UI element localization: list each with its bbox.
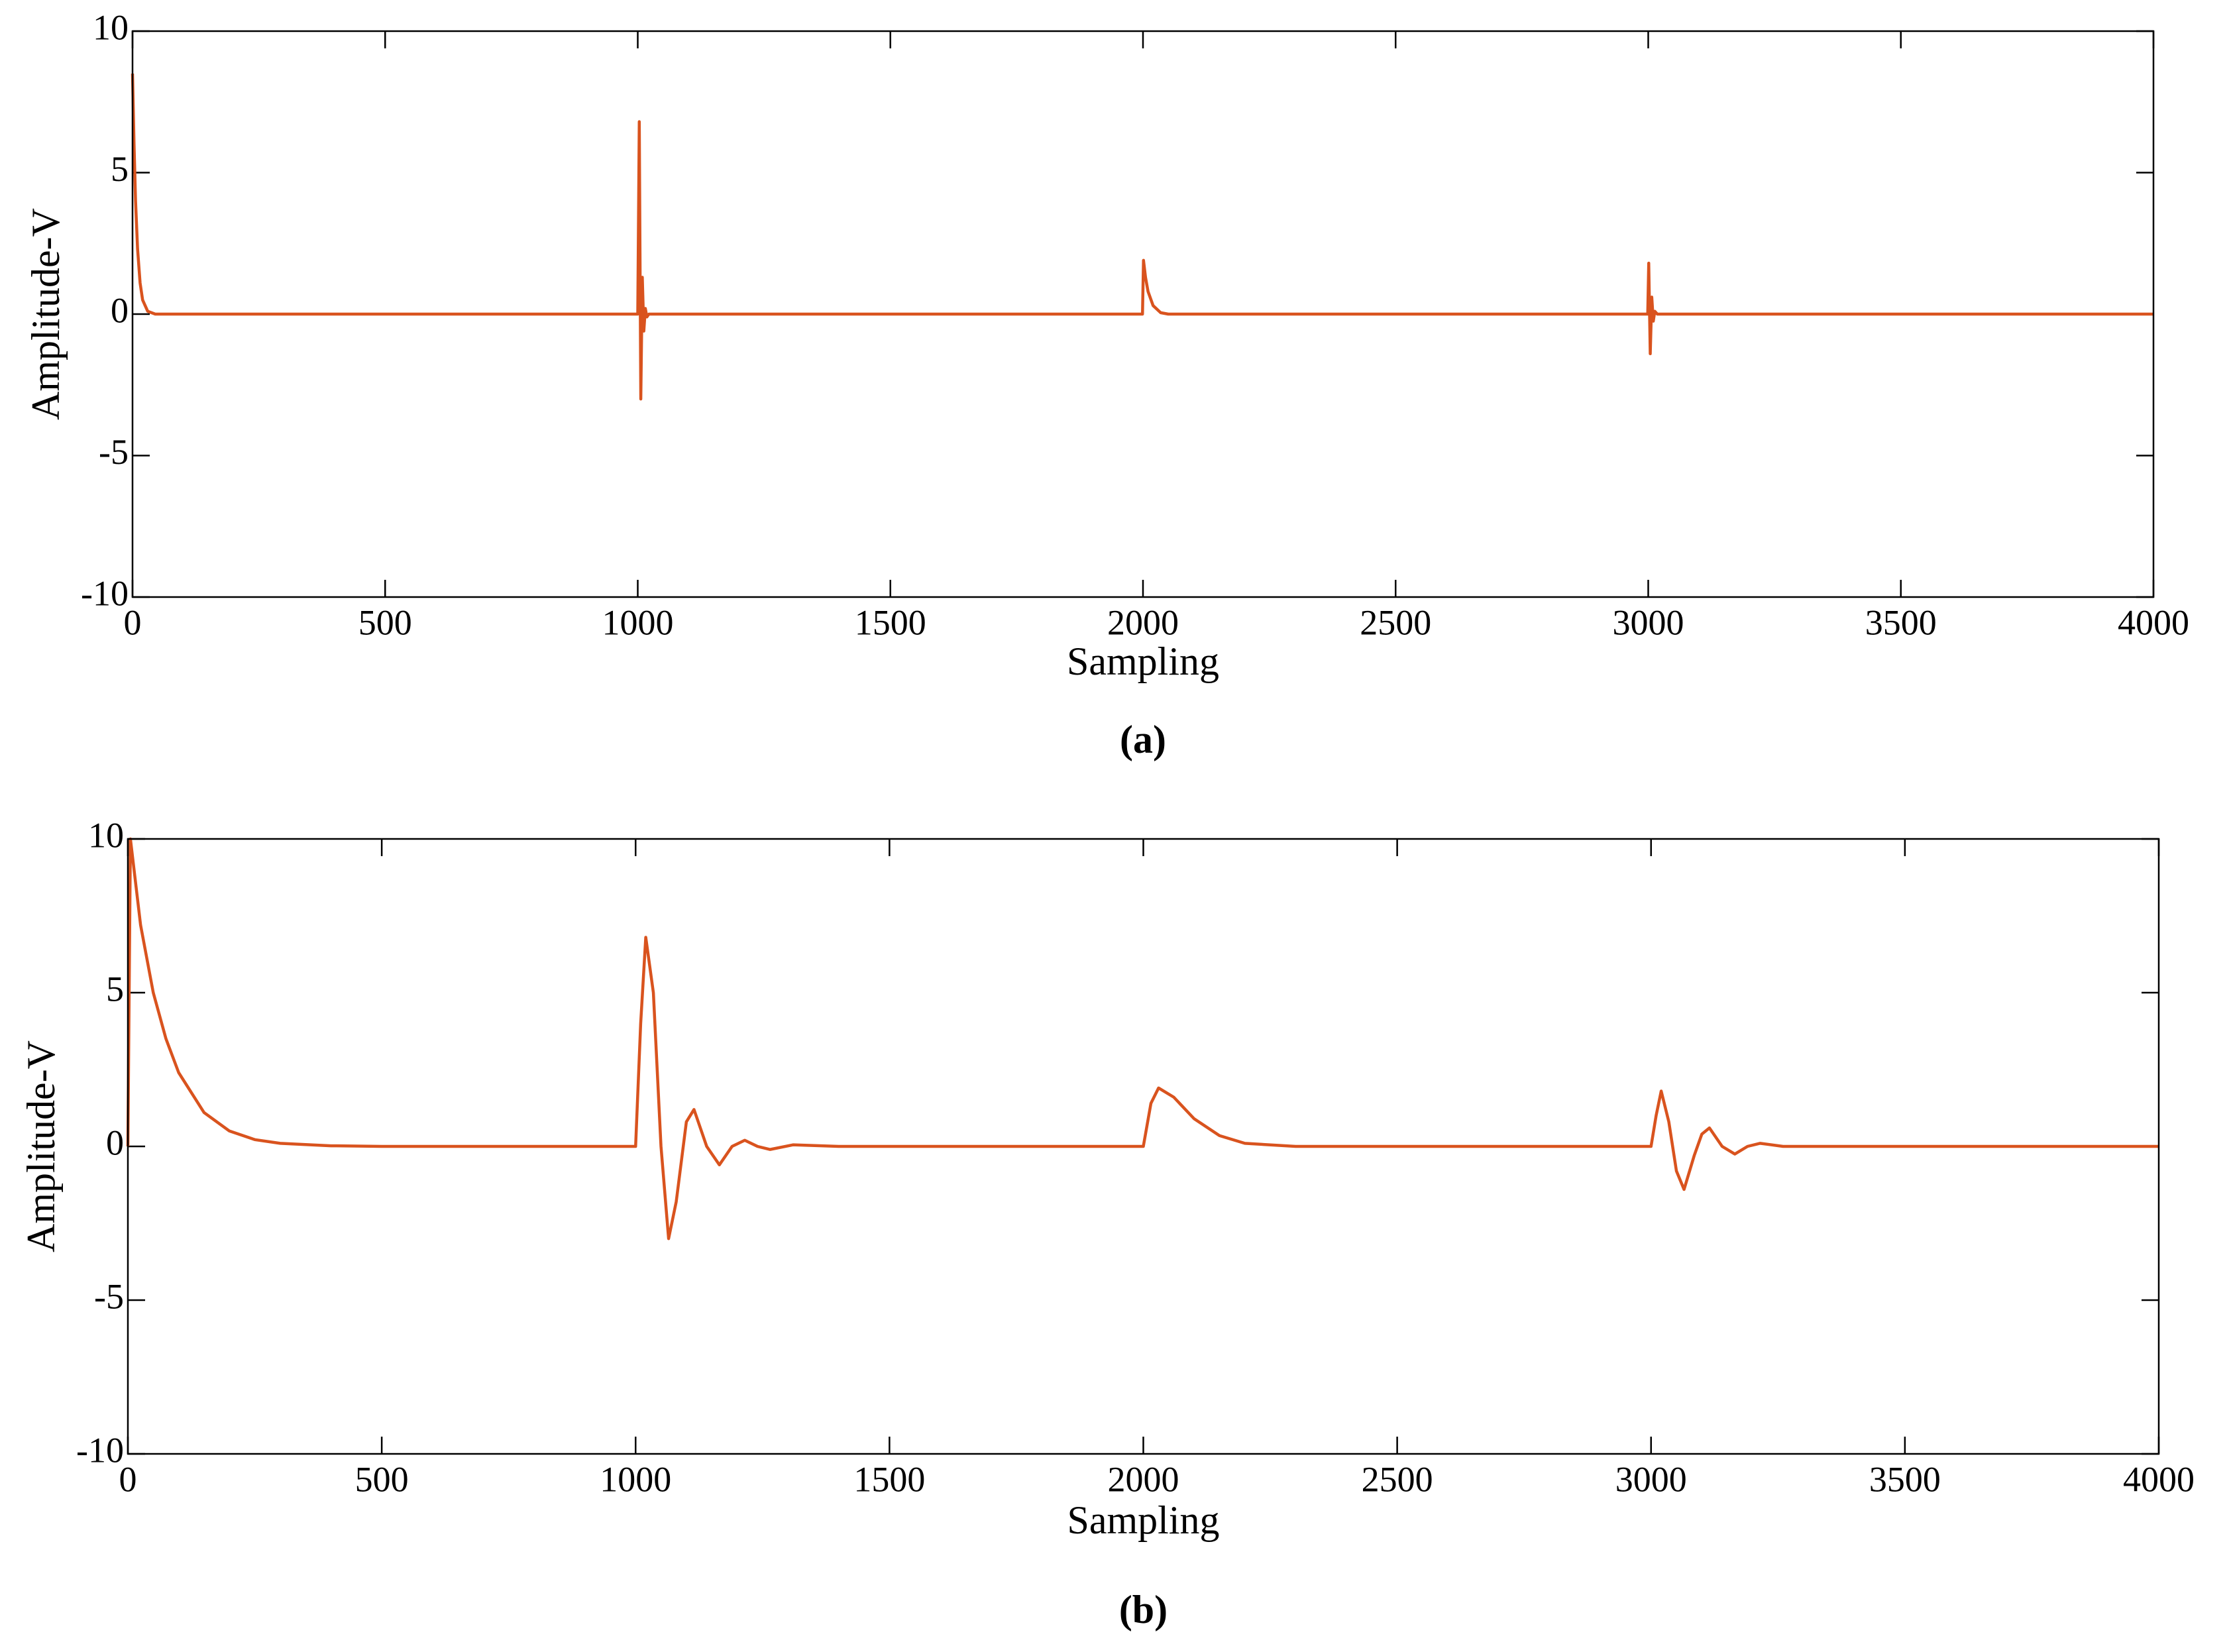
y-tick-label: -5	[94, 1276, 124, 1316]
y-tick-label: 10	[88, 815, 124, 855]
x-tick-label: 500	[355, 1459, 409, 1499]
y-axis-title: Amplitude-V	[19, 1040, 63, 1252]
x-tick-label: 3500	[1865, 602, 1937, 642]
x-tick-label: 2000	[1108, 1459, 1179, 1499]
y-tick-label: 0	[106, 1123, 124, 1162]
x-tick-label: 1500	[853, 1459, 925, 1499]
y-tick-label: -10	[81, 573, 129, 613]
x-tick-label: 2500	[1362, 1459, 1433, 1499]
x-tick-label: 4000	[2118, 602, 2189, 642]
x-tick-label: 3000	[1613, 602, 1684, 642]
x-axis-title: Sampling	[1067, 1498, 1219, 1542]
x-tick-label: 0	[119, 1459, 137, 1499]
x-tick-label: 3000	[1615, 1459, 1687, 1499]
caption: (a)	[1120, 718, 1166, 761]
x-tick-label: 2000	[1107, 602, 1179, 642]
x-tick-label: 4000	[2123, 1459, 2195, 1499]
y-tick-label: 5	[106, 969, 124, 1009]
x-tick-label: 1000	[602, 602, 674, 642]
data-line	[131, 74, 2153, 401]
y-tick-label: 10	[93, 7, 129, 47]
y-tick-label: 5	[111, 149, 129, 189]
x-axis-title: Sampling	[1067, 639, 1219, 683]
x-tick-label: 3500	[1869, 1459, 1941, 1499]
x-tick-label: 500	[358, 602, 412, 642]
data-line	[126, 837, 2159, 1240]
x-tick-label: 1500	[855, 602, 926, 642]
y-axis-title: Amplitude-V	[24, 208, 68, 420]
plot-frame	[131, 30, 2155, 598]
y-tick-label: 0	[111, 290, 129, 330]
y-tick-label: -5	[99, 432, 129, 472]
y-tick-label: -10	[76, 1430, 124, 1470]
caption: (b)	[1119, 1588, 1168, 1631]
x-tick-label: 1000	[600, 1459, 671, 1499]
plot-frame	[127, 838, 2160, 1455]
x-tick-label: 2500	[1360, 602, 1431, 642]
x-tick-label: 0	[124, 602, 142, 642]
